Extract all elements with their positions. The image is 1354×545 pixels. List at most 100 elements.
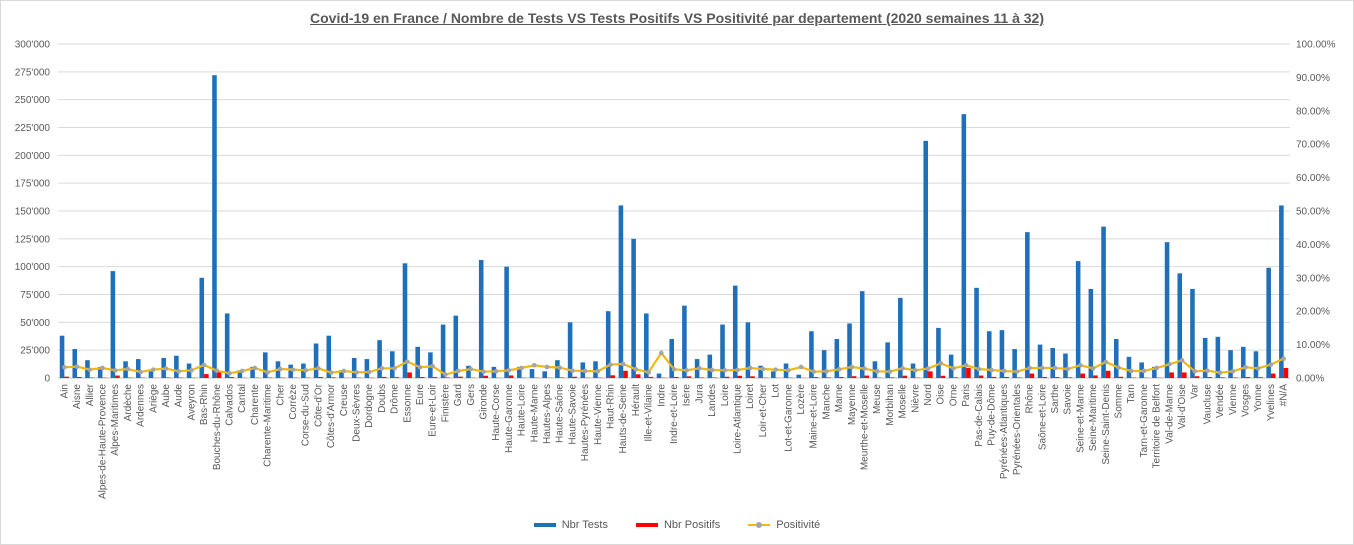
category-label: Gers	[466, 384, 477, 406]
point-positivite	[290, 367, 296, 372]
point-positivite	[214, 368, 220, 373]
bar-nbr-tests	[1177, 273, 1183, 378]
category-label: Savoie	[1063, 384, 1074, 415]
category-label: Loir-et-Cher	[758, 383, 769, 437]
point-positivite	[1230, 369, 1236, 374]
point-positivite	[493, 369, 499, 374]
legend-label-positivite: Positivité	[776, 519, 821, 531]
point-positivite	[1167, 362, 1172, 367]
bar-nbr-tests	[682, 305, 687, 378]
bar-nbr-positifs	[851, 376, 857, 378]
bar-nbr-positifs	[1080, 373, 1086, 378]
y-tick-label: 300'000	[15, 40, 51, 51]
category-label: Somme	[1114, 384, 1125, 419]
bar-nbr-tests	[1190, 288, 1195, 378]
point-positivite	[709, 367, 715, 373]
point-positivite	[824, 369, 829, 374]
bar-nbr-positifs	[623, 370, 628, 378]
category-label: Eure-et-Loir	[428, 383, 439, 436]
bar-nbr-tests	[669, 339, 674, 378]
bar-nbr-positifs	[940, 375, 946, 378]
bar-nbr-positifs	[165, 377, 171, 378]
point-positivite	[989, 367, 994, 373]
category-label: Hautes-Pyrénées	[580, 384, 591, 461]
y2-tick-label: 90.00%	[1296, 73, 1330, 84]
bar-nbr-tests	[1253, 351, 1259, 378]
category-label: Saône-et-Loire	[1037, 384, 1048, 451]
bar-nbr-tests	[1113, 339, 1119, 378]
y-tick-label: 50'000	[20, 318, 50, 329]
point-positivite	[100, 365, 105, 371]
category-label: Lozère	[796, 384, 807, 415]
bar-nbr-tests	[1075, 261, 1081, 378]
bar-nbr-tests	[478, 259, 484, 378]
point-positivite	[951, 366, 956, 371]
bar-nbr-positifs	[1182, 372, 1187, 378]
point-positivite	[87, 367, 93, 372]
legend-item-nbr-tests: Nbr Tests	[533, 519, 608, 531]
bar-nbr-tests	[1152, 366, 1157, 378]
point-positivite	[646, 370, 651, 375]
bar-nbr-tests	[796, 374, 802, 378]
point-positivite	[163, 366, 169, 371]
series-positivite	[62, 350, 1286, 377]
category-label: Charente-Maritime	[263, 384, 274, 467]
point-positivite	[443, 372, 448, 377]
bar-nbr-tests	[923, 140, 929, 378]
bar-nbr-positifs	[1220, 377, 1225, 378]
point-positivite	[239, 368, 245, 374]
bar-nbr-positifs	[1207, 377, 1213, 378]
bar-nbr-positifs	[483, 375, 489, 378]
category-label: Charente	[250, 384, 261, 426]
category-label: Haute-Marne	[529, 384, 540, 443]
point-positivite	[531, 363, 537, 368]
bar-nbr-positifs	[394, 377, 400, 378]
y-tick-label: 75'000	[20, 290, 50, 301]
category-label: Indre-et-Loire	[669, 384, 680, 444]
y-tick-label: 225'000	[15, 123, 51, 134]
point-positivite	[303, 368, 308, 373]
point-positivite	[506, 368, 512, 373]
category-label: Finistère	[440, 384, 451, 423]
point-positivite	[608, 362, 613, 367]
bar-nbr-positifs	[724, 376, 730, 378]
bar-nbr-positifs	[77, 376, 82, 378]
bar-nbr-tests	[732, 285, 738, 378]
bar-nbr-tests	[898, 297, 903, 378]
point-positivite	[963, 363, 969, 368]
bar-nbr-positifs	[445, 377, 450, 378]
category-label: Moselle	[898, 384, 909, 419]
category-label: Pyrénées-Atlantiques	[999, 384, 1010, 479]
category-label: Haute-Corse	[491, 384, 502, 441]
category-label: Bas-Rhin	[199, 384, 210, 425]
series-nbr-positifs	[64, 367, 1289, 378]
category-label: Drôme	[390, 384, 401, 414]
point-positivite	[1179, 357, 1185, 363]
category-label: Corse-du-Sud	[301, 384, 312, 446]
bar-nbr-tests	[986, 331, 992, 378]
y-tick-label: 25'000	[20, 346, 50, 357]
point-positivite	[976, 366, 982, 372]
bar-nbr-tests	[1228, 350, 1233, 378]
point-positivite	[544, 364, 550, 370]
bar-nbr-positifs	[953, 377, 958, 378]
bar-nbr-positifs	[458, 376, 463, 378]
point-positivite	[798, 364, 804, 370]
bar-nbr-tests	[262, 352, 268, 378]
category-label: Yonne	[1253, 384, 1264, 412]
legend-swatch-nbr-tests	[533, 523, 556, 527]
point-positivite	[379, 366, 385, 371]
bar-nbr-tests	[212, 75, 217, 378]
point-positivite	[862, 366, 867, 371]
bar-nbr-positifs	[559, 377, 565, 378]
bar-nbr-positifs	[686, 376, 692, 378]
category-label: Lot-et-Garonne	[783, 384, 794, 452]
bar-nbr-positifs	[889, 377, 895, 378]
point-positivite	[1103, 359, 1109, 365]
bar-nbr-tests	[1266, 267, 1271, 378]
category-label: Gard	[453, 384, 464, 406]
point-positivite	[392, 366, 397, 371]
bar-nbr-tests	[631, 238, 636, 378]
point-positivite	[227, 371, 232, 376]
bar-nbr-tests	[1101, 226, 1106, 378]
